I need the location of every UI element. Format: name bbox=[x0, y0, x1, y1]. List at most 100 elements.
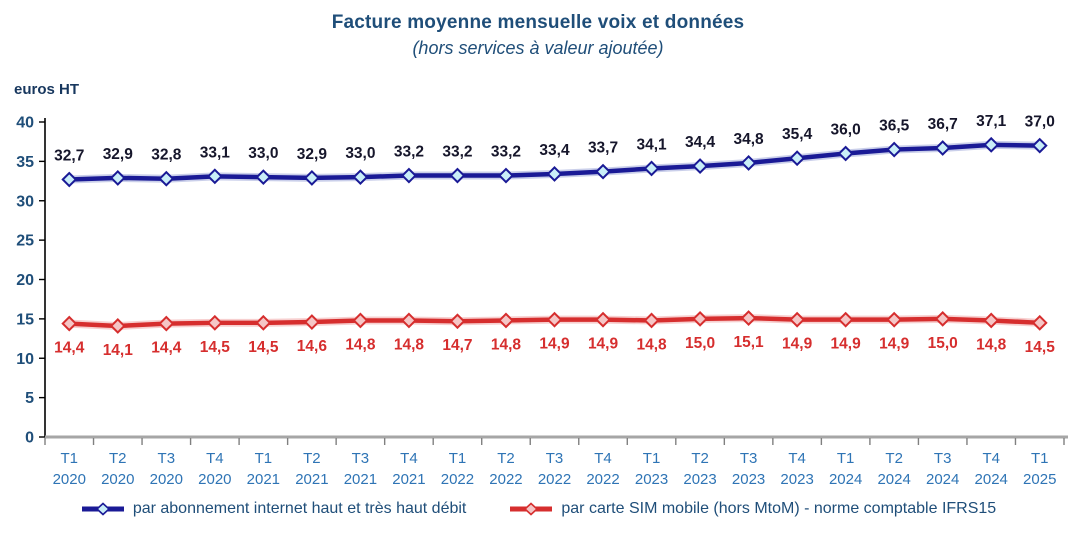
x-tick-label-year: 2022 bbox=[489, 471, 522, 488]
x-tick-label-year: 2021 bbox=[344, 471, 377, 488]
data-label: 34,1 bbox=[636, 136, 667, 153]
data-point-marker bbox=[886, 311, 903, 328]
data-label: 33,4 bbox=[539, 142, 570, 159]
x-tick-label-year: 2024 bbox=[829, 471, 862, 488]
chart-title: Facture moyenne mensuelle voix et donnée… bbox=[331, 12, 745, 33]
x-tick-label-quarter: T2 bbox=[109, 450, 127, 467]
x-tick-label-quarter: T3 bbox=[158, 450, 176, 467]
x-tick-label-quarter: T1 bbox=[1031, 450, 1049, 467]
x-tick-label-quarter: T4 bbox=[594, 450, 612, 467]
x-tick-label-year: 2023 bbox=[683, 471, 716, 488]
data-label: 33,0 bbox=[345, 145, 375, 162]
data-label: 14,9 bbox=[879, 336, 910, 353]
x-tick-label-year: 2024 bbox=[975, 471, 1008, 488]
data-label: 33,2 bbox=[442, 144, 472, 161]
data-point-marker bbox=[643, 160, 660, 177]
data-point-marker bbox=[934, 140, 951, 156]
x-tick-label-year: 2020 bbox=[53, 471, 86, 488]
data-point-marker bbox=[352, 169, 369, 186]
legend: par abonnement internet haut et très hau… bbox=[0, 500, 1076, 518]
data-point-marker bbox=[837, 145, 854, 162]
data-label: 14,8 bbox=[394, 336, 425, 353]
data-label: 14,4 bbox=[151, 340, 182, 357]
x-tick-label-quarter: T3 bbox=[740, 450, 758, 467]
data-point-marker bbox=[740, 155, 757, 171]
data-point-marker bbox=[1031, 137, 1048, 154]
data-label: 33,0 bbox=[248, 145, 278, 162]
data-point-marker bbox=[1031, 314, 1048, 331]
legend-label-sim: par carte SIM mobile (hors MtoM) - norme… bbox=[561, 500, 997, 517]
data-label: 34,4 bbox=[685, 134, 716, 151]
data-label: 36,0 bbox=[831, 122, 861, 139]
data-point-marker bbox=[886, 141, 903, 158]
y-axis-unit-label: euros HT bbox=[14, 81, 79, 98]
y-tick-label: 25 bbox=[16, 233, 34, 250]
data-label: 37,0 bbox=[1025, 114, 1055, 131]
data-label: 36,7 bbox=[928, 116, 958, 133]
x-tick-label-year: 2023 bbox=[780, 471, 813, 488]
x-tick-label-quarter: T4 bbox=[206, 450, 224, 467]
data-label: 14,5 bbox=[200, 339, 231, 356]
data-point-marker bbox=[546, 166, 563, 182]
y-tick-label: 5 bbox=[25, 390, 34, 407]
data-point-marker bbox=[498, 167, 514, 184]
blue-line-marker-icon bbox=[81, 502, 124, 516]
data-point-marker bbox=[692, 158, 708, 175]
data-point-marker bbox=[109, 169, 126, 186]
data-point-marker bbox=[109, 318, 126, 334]
data-point-marker bbox=[401, 167, 417, 184]
x-tick-label-year: 2020 bbox=[198, 471, 231, 488]
y-tick-label: 0 bbox=[25, 430, 34, 447]
data-label: 14,5 bbox=[1025, 339, 1056, 356]
data-point-marker bbox=[595, 311, 611, 328]
data-point-marker bbox=[789, 150, 806, 167]
data-label: 36,5 bbox=[879, 118, 910, 135]
x-tick-label-quarter: T1 bbox=[837, 450, 855, 467]
data-point-marker bbox=[449, 313, 466, 330]
data-label: 14,5 bbox=[248, 339, 279, 356]
y-tick-label: 10 bbox=[16, 351, 34, 368]
data-point-marker bbox=[498, 312, 514, 329]
x-tick-label-year: 2020 bbox=[150, 471, 183, 488]
x-tick-label-year: 2021 bbox=[295, 471, 328, 488]
y-tick-label: 20 bbox=[16, 272, 34, 289]
data-point-marker bbox=[983, 136, 1000, 153]
data-point-marker bbox=[837, 311, 854, 328]
x-tick-label-year: 2024 bbox=[877, 471, 910, 488]
x-tick-label-year: 2025 bbox=[1023, 471, 1056, 488]
x-tick-label-year: 2022 bbox=[586, 471, 619, 488]
x-tick-label-quarter: T3 bbox=[546, 450, 564, 467]
data-label: 14,9 bbox=[588, 336, 619, 353]
data-point-marker bbox=[61, 315, 78, 332]
data-label: 14,9 bbox=[539, 336, 570, 353]
data-label: 14,9 bbox=[831, 336, 862, 353]
legend-item-sim[interactable]: par carte SIM mobile (hors MtoM) - norme… bbox=[508, 500, 996, 518]
legend-item-internet[interactable]: par abonnement internet haut et très hau… bbox=[80, 500, 466, 518]
data-label: 14,8 bbox=[345, 336, 376, 353]
data-point-marker bbox=[983, 312, 1000, 329]
x-tick-label-year: 2022 bbox=[441, 471, 474, 488]
x-tick-label-year: 2021 bbox=[247, 471, 280, 488]
data-point-marker bbox=[206, 168, 223, 185]
x-tick-label-quarter: T2 bbox=[691, 450, 709, 467]
data-point-marker bbox=[401, 312, 417, 329]
data-label: 14,4 bbox=[54, 340, 85, 357]
data-label: 33,2 bbox=[394, 144, 424, 161]
data-point-marker bbox=[352, 312, 369, 329]
x-tick-label-quarter: T3 bbox=[934, 450, 952, 467]
data-label: 33,1 bbox=[200, 144, 231, 161]
data-label: 35,4 bbox=[782, 126, 813, 143]
red-line-marker-icon bbox=[510, 502, 553, 516]
data-point-marker bbox=[934, 310, 951, 327]
data-point-marker bbox=[158, 170, 175, 187]
chart-area: euros HT 0510152025303540T12020T22020T32… bbox=[14, 81, 1068, 488]
data-label: 37,1 bbox=[976, 113, 1007, 130]
plot-layers: 0510152025303540T12020T22020T32020T42020… bbox=[16, 113, 1068, 488]
data-label: 33,7 bbox=[588, 140, 618, 157]
data-label: 14,1 bbox=[103, 342, 134, 359]
data-label: 14,8 bbox=[491, 336, 522, 353]
x-tick-label-quarter: T1 bbox=[643, 450, 661, 467]
x-tick-label-quarter: T2 bbox=[497, 450, 515, 467]
data-point-marker bbox=[449, 167, 466, 184]
data-label: 14,7 bbox=[442, 337, 472, 354]
